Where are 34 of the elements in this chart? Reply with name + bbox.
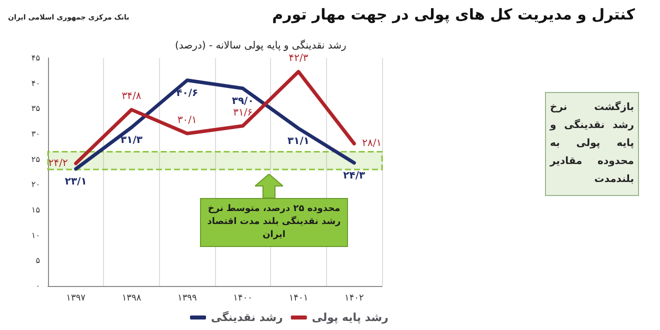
- chart-subtitle: رشد نقدینگی و پایه پولی سالانه - (درصد): [175, 40, 346, 52]
- x-tick-label: ۱۳۹۷: [66, 294, 86, 304]
- data-label: ۳۴/۸: [122, 91, 142, 102]
- data-label: ۴۰/۶: [176, 88, 198, 99]
- data-label: ۲۴/۳: [343, 170, 366, 182]
- data-label: ۳۰/۱: [177, 114, 197, 126]
- text: کنترل و مدیریت کل های پولی در جهت مهار تورم: [272, 6, 636, 24]
- y-tick-label: ۱۰: [31, 230, 40, 240]
- data-label: ۲۴/۲: [48, 158, 68, 169]
- y-tick-label: ۵: [36, 256, 40, 266]
- legend-label: رشد پایه پولی: [312, 311, 388, 324]
- y-tick-label: ۰: [36, 282, 40, 290]
- y-tick-label: ۴۰: [31, 78, 40, 88]
- y-tick-label: ۲۰: [31, 180, 40, 190]
- x-tick-label: ۱۳۹۹: [177, 294, 197, 304]
- text: بازگشت نرخ رشد نقدینگی و پایه پولی به محدوده مقادیر بلندمدت: [545, 92, 639, 196]
- annotation: محدوده ۲۵ درصد، متوسط نرخ رشد نقدینگی بلند مدت اقتصاد ایران: [200, 198, 348, 247]
- x-tick-label: ۱۴۰۱: [288, 294, 308, 304]
- x-tick-label: ۱۴۰۰: [233, 294, 253, 304]
- legend-label: رشد نقدینگی: [211, 311, 283, 324]
- y-tick-label: ۴۵: [31, 54, 40, 62]
- y-tick-label: ۱۵: [31, 206, 40, 214]
- data-label: ۳۱/۳: [120, 134, 142, 146]
- y-tick-label: ۲۵: [31, 154, 40, 164]
- data-label: ۴۲/۳: [288, 53, 309, 64]
- data-label: ۳۱/۱: [288, 136, 310, 147]
- x-tick-label: ۱۴۰۲: [344, 294, 364, 304]
- y-tick-label: ۳۵: [31, 104, 40, 114]
- data-label: ۲۸/۱: [362, 138, 382, 150]
- data-label: ۲۳/۱: [64, 176, 87, 188]
- y-tick-label: ۳۰: [31, 130, 40, 138]
- data-label: ۳۹/۰: [232, 96, 254, 107]
- data-label: ۳۱/۶: [233, 107, 253, 118]
- x-tick-label: ۱۳۹۸: [122, 294, 142, 304]
